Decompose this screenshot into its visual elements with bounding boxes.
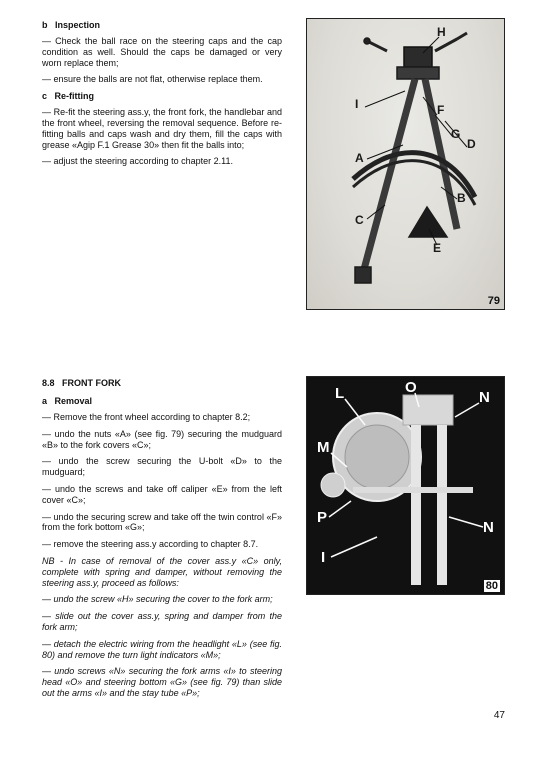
fig80-label-n: N bbox=[479, 389, 490, 406]
s2-p4: — undo the screws and take off caliper «… bbox=[42, 484, 282, 506]
fig80-label-n2: N bbox=[483, 519, 494, 536]
s2-p8-text: — slide out the cover ass.y, spring and … bbox=[42, 611, 282, 632]
fig80-label-m: M bbox=[317, 439, 330, 456]
heading-c-text: Re-fitting bbox=[55, 91, 95, 101]
s2-nb: NB - In case of removal of the cover ass… bbox=[42, 556, 282, 588]
s2-p10: — undo screws «N» securing the fork arms… bbox=[42, 666, 282, 698]
s2-p9-text: — detach the electric wiring from the he… bbox=[42, 639, 282, 660]
heading-88-num: 8.8 bbox=[42, 378, 55, 388]
s2-p3: — undo the screw securing the U-bolt «D»… bbox=[42, 456, 282, 478]
s2-p6: — remove the steering ass.y according to… bbox=[42, 539, 282, 550]
fig79-label-d: D bbox=[467, 137, 476, 151]
fig79-label-f: F bbox=[437, 103, 444, 117]
section-8-8-text: 8.8 FRONT FORK a Removal — Remove the fr… bbox=[42, 376, 282, 705]
heading-a-letter: a bbox=[42, 396, 47, 406]
heading-88-title: FRONT FORK bbox=[62, 378, 121, 388]
heading-c-letter: c bbox=[42, 91, 47, 101]
fig79-label-g: G bbox=[451, 127, 460, 141]
page-number: 47 bbox=[494, 710, 505, 721]
c-para2: — adjust the steering according to chapt… bbox=[42, 156, 282, 167]
fig80-label-i: I bbox=[321, 549, 325, 566]
b-para2: — ensure the balls are not flat, otherwi… bbox=[42, 74, 282, 85]
section-b-c-text: b Inspection — Check the ball race on th… bbox=[42, 18, 282, 310]
fig80-label-o: O bbox=[405, 379, 417, 396]
heading-b-text: Inspection bbox=[55, 20, 100, 30]
s2-nb-text: NB - In case of removal of the cover ass… bbox=[42, 556, 282, 588]
s2-p9: — detach the electric wiring from the he… bbox=[42, 639, 282, 661]
figure-80-drawing bbox=[307, 377, 504, 594]
heading-b-letter: b bbox=[42, 20, 48, 30]
fig80-number: 80 bbox=[484, 580, 500, 592]
heading-b: b Inspection bbox=[42, 20, 282, 30]
fig80-label-p: P bbox=[317, 509, 327, 526]
s2-p8: — slide out the cover ass.y, spring and … bbox=[42, 611, 282, 633]
b-para1: — Check the ball race on the steering ca… bbox=[42, 36, 282, 68]
s2-p1: — Remove the front wheel according to ch… bbox=[42, 412, 282, 423]
figure-79-drawing bbox=[307, 19, 504, 309]
heading-a: a Removal bbox=[42, 396, 282, 406]
s2-p7-text: — undo the screw «H» securing the cover … bbox=[42, 594, 273, 604]
c-para1: — Re-fit the steering ass.y, the front f… bbox=[42, 107, 282, 150]
fig79-label-h: H bbox=[437, 25, 446, 39]
heading-c: c Re-fitting bbox=[42, 91, 282, 101]
figure-80: L O N M P I N 80 bbox=[306, 376, 505, 595]
fig79-label-a: A bbox=[355, 151, 364, 165]
fig79-label-b: B bbox=[457, 191, 466, 205]
s2-p7: — undo the screw «H» securing the cover … bbox=[42, 594, 282, 605]
fig79-label-e: E bbox=[433, 241, 441, 255]
figure-79: H I F G D A C B E 79 bbox=[306, 18, 505, 310]
heading-a-text: Removal bbox=[55, 396, 93, 406]
s2-p2: — undo the nuts «A» (see fig. 79) securi… bbox=[42, 429, 282, 451]
heading-88: 8.8 FRONT FORK bbox=[42, 378, 282, 388]
fig79-label-c: C bbox=[355, 213, 364, 227]
fig79-number: 79 bbox=[488, 295, 500, 307]
fig79-label-i: I bbox=[355, 97, 358, 111]
s2-p10-text: — undo screws «N» securing the fork arms… bbox=[42, 666, 282, 698]
fig80-label-l: L bbox=[335, 385, 344, 402]
s2-p5: — undo the securing screw and take off t… bbox=[42, 512, 282, 534]
